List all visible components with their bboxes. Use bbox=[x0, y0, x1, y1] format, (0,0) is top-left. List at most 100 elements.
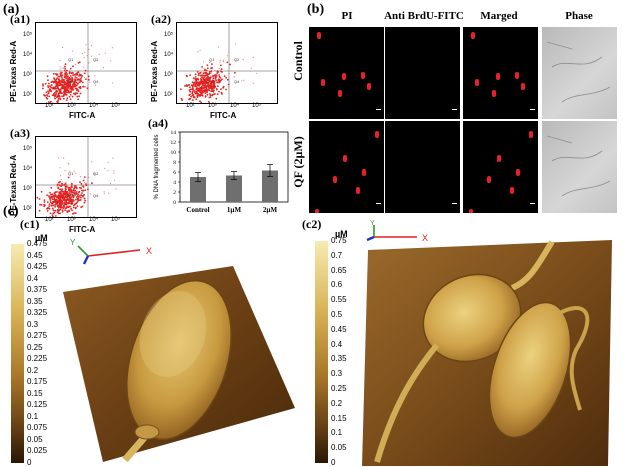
quadrant-label: Q1 bbox=[68, 57, 74, 62]
colorbar-tick: 0.2 bbox=[331, 398, 343, 408]
facs-xtick: 10³ bbox=[208, 103, 217, 109]
colorbar-tick: 0.3 bbox=[27, 319, 39, 329]
quadrant-label: Q4 bbox=[93, 79, 99, 84]
bar-category-label-0: Control bbox=[186, 206, 209, 214]
row-label-qf: QF (2µM) bbox=[291, 136, 305, 188]
facs-ytick: 10² bbox=[23, 92, 32, 98]
facs-ytick: 10³ bbox=[164, 72, 173, 78]
c2-x-axis-label: X bbox=[422, 233, 428, 243]
facs-plot-3: Q1 Q2 Q3 Q4 bbox=[35, 136, 137, 218]
colorbar-tick: 0.15 bbox=[27, 388, 43, 398]
quadrant-label: Q3 bbox=[68, 193, 74, 198]
facs-xtick: 10² bbox=[45, 103, 54, 109]
micro-cell-r1-c1 bbox=[385, 121, 460, 213]
quadrant-label: Q1 bbox=[209, 57, 215, 62]
c1-colorbar bbox=[11, 244, 24, 463]
colorbar-tick: 0.1 bbox=[27, 411, 39, 421]
colorbar-tick: 0.375 bbox=[27, 285, 48, 295]
colorbar-tick: 0.2 bbox=[27, 365, 39, 375]
facs-ytick: 10⁵ bbox=[23, 146, 33, 152]
facs-scatter-2: Q1 Q2 Q3 Q4 bbox=[177, 23, 277, 103]
pi-stained-nucleus bbox=[315, 209, 319, 213]
pi-stained-nucleus bbox=[487, 176, 491, 183]
facs-ylabel-2: PE-Texas Red-A bbox=[150, 40, 159, 102]
c2-y-axis-label: Y bbox=[370, 220, 375, 227]
bar-0 bbox=[190, 177, 206, 202]
micro-cell-r1-c3 bbox=[542, 121, 617, 213]
colorbar-tick: 0.025 bbox=[27, 446, 48, 456]
facs-xtick: 10² bbox=[186, 103, 195, 109]
pi-stained-nucleus bbox=[362, 169, 366, 176]
colorbar-tick: 0.6 bbox=[331, 280, 343, 290]
bar-chart-ytick: 6 bbox=[173, 170, 176, 176]
facs-ytick: 10² bbox=[23, 206, 32, 212]
column-header-phase: Phase bbox=[565, 10, 593, 22]
micro-cell-r0-c3 bbox=[542, 27, 617, 119]
colorbar-tick: 0.05 bbox=[331, 443, 347, 453]
panel-label-b: (b) bbox=[307, 2, 325, 17]
scale-bar bbox=[376, 203, 381, 204]
pi-stained-nucleus bbox=[375, 131, 379, 138]
scale-bar bbox=[530, 109, 535, 110]
pi-stained-nucleus bbox=[515, 72, 519, 79]
colorbar-tick: 0.35 bbox=[331, 354, 347, 364]
facs-ytick: 10⁵ bbox=[23, 32, 33, 38]
quadrant-label: Q4 bbox=[93, 193, 99, 198]
facs-xtick: 10⁴ bbox=[89, 217, 99, 223]
colorbar-tick: 0.45 bbox=[331, 324, 347, 334]
facs-xtick: 10⁵ bbox=[252, 103, 262, 109]
scale-bar bbox=[452, 203, 457, 204]
subpanel-label-a3: (a3) bbox=[10, 126, 30, 140]
dna-fragmentation-bar-chart: 0 2 4 6 8 10 12 14 % DNA fragmented cells Control… bbox=[154, 130, 289, 214]
quadrant-label: Q2 bbox=[93, 57, 99, 62]
bar-category-label-2: 2µM bbox=[263, 206, 278, 214]
pi-stained-nucleus bbox=[510, 187, 514, 194]
c1-axis-triad: X Y bbox=[70, 238, 152, 265]
c2-sperm-head-2 bbox=[488, 301, 572, 439]
facs-xtick: 10³ bbox=[67, 103, 76, 109]
colorbar-tick: 0.425 bbox=[27, 262, 48, 272]
colorbar-tick: 0 bbox=[27, 458, 32, 467]
pi-stained-nucleus bbox=[333, 176, 337, 183]
subpanel-label-a4: (a4) bbox=[148, 116, 168, 130]
colorbar-tick: 0.5 bbox=[331, 310, 343, 319]
column-header-brdu: Anti BrdU-FITC bbox=[384, 10, 464, 22]
pi-stained-nucleus bbox=[471, 32, 475, 39]
facs-ytick: 10⁴ bbox=[23, 52, 33, 58]
colorbar-tick: 0.75 bbox=[331, 236, 347, 245]
pi-stained-nucleus bbox=[516, 169, 520, 176]
facs-ytick: 10⁴ bbox=[23, 166, 33, 172]
colorbar-tick: 0.3 bbox=[331, 369, 343, 379]
facs-ytick: 10⁴ bbox=[164, 52, 174, 58]
facs-plot-1: Q1 Q2 Q3 Q4 bbox=[35, 22, 137, 104]
column-header-merged: Marged bbox=[480, 10, 518, 22]
colorbar-tick: 0.175 bbox=[27, 377, 48, 387]
pi-stained-nucleus bbox=[361, 72, 365, 79]
facs-xtick: 10² bbox=[45, 217, 54, 223]
row-label-control: Control bbox=[291, 41, 305, 81]
facs-plot-2: Q1 Q2 Q3 Q4 bbox=[176, 22, 278, 104]
pi-stained-nucleus bbox=[317, 32, 321, 39]
bar-chart-ytick: 8 bbox=[173, 160, 176, 166]
pi-stained-nucleus bbox=[492, 90, 496, 97]
pi-stained-nucleus bbox=[469, 209, 473, 213]
c2-sperm-head-1 bbox=[422, 273, 522, 363]
colorbar-tick: 0.35 bbox=[27, 296, 43, 306]
facs-xtick: 10⁵ bbox=[111, 217, 121, 223]
quadrant-label: Q3 bbox=[68, 79, 74, 84]
c2-unit-label: µM bbox=[335, 229, 348, 239]
column-header-pi: PI bbox=[341, 10, 353, 22]
colorbar-tick: 0.65 bbox=[331, 265, 347, 275]
micro-cell-r0-c0 bbox=[309, 27, 384, 119]
colorbar-tick: 0.475 bbox=[27, 239, 48, 248]
colorbar-tick: 0.05 bbox=[27, 434, 43, 444]
pi-stained-nucleus bbox=[367, 83, 371, 90]
colorbar-tick: 0.15 bbox=[331, 413, 347, 423]
pi-stained-nucleus bbox=[343, 155, 347, 162]
quadrant-label: Q2 bbox=[93, 171, 99, 176]
facs-ytick: 10³ bbox=[23, 72, 32, 78]
colorbar-tick: 0.4 bbox=[331, 339, 343, 349]
facs-xlabel-2: FITC-A bbox=[210, 111, 237, 120]
c2-afm-surface bbox=[362, 240, 612, 466]
c1-x-axis-label: X bbox=[146, 246, 152, 256]
